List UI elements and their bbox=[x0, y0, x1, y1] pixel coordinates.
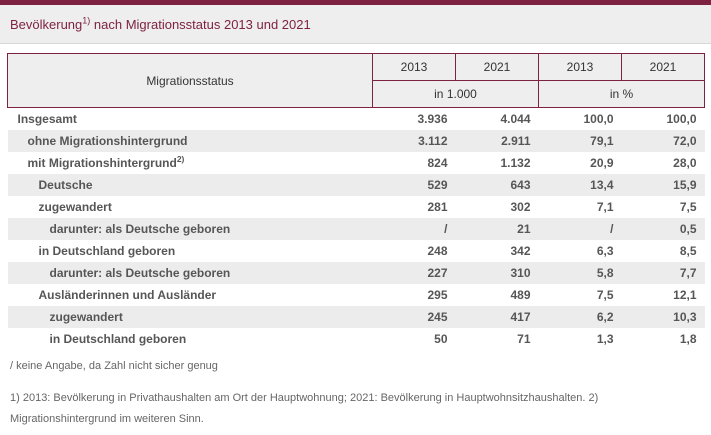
cell-value: 6,2 bbox=[596, 309, 614, 324]
cell-value: 824 bbox=[427, 155, 448, 170]
row-label: in Deutschland geboren bbox=[49, 331, 187, 346]
cell-value: 15,9 bbox=[673, 177, 697, 192]
cell-value: 2.911 bbox=[501, 133, 531, 148]
cell-value: 281 bbox=[427, 199, 448, 214]
table-body: Insgesamt 3.936 4.044 100,0 100,0 ohne M… bbox=[7, 108, 705, 350]
cell-value: 13,4 bbox=[590, 177, 614, 192]
page-title-main: Bevölkerung bbox=[10, 16, 83, 32]
table-row: mit Migrationshintergrund2) 824 1.132 20… bbox=[8, 152, 705, 174]
row-label: darunter: als Deutsche geboren bbox=[49, 221, 231, 236]
column-header-year-2013-abs: 2013 bbox=[372, 53, 456, 81]
title-block: Bevölkerung1) nach Migrationsstatus 2013… bbox=[0, 5, 711, 44]
row-label: Ausländerinnen und Ausländer bbox=[38, 287, 217, 302]
page-title: Bevölkerung1) nach Migrationsstatus 2013… bbox=[10, 15, 311, 32]
cell-value: 6,3 bbox=[596, 243, 614, 258]
cell-value: 10,3 bbox=[673, 309, 697, 324]
footnote-numbered: 1) 2013: Bevölkerung in Privathaushalten… bbox=[10, 391, 599, 425]
cell-value: 79,1 bbox=[590, 133, 614, 148]
row-label: Deutsche bbox=[38, 177, 93, 192]
column-header-year-2013-pct: 2013 bbox=[538, 53, 622, 81]
cell-value: 72,0 bbox=[673, 133, 697, 148]
cell-value: 342 bbox=[510, 243, 531, 258]
cell-value: 1.132 bbox=[500, 155, 531, 170]
cell-value: 7,5 bbox=[596, 287, 614, 302]
table-row: Deutsche 529 643 13,4 15,9 bbox=[7, 173, 705, 196]
cell-value: 20,9 bbox=[590, 155, 614, 170]
table-row: darunter: als Deutsche geboren / 21 / 0,… bbox=[7, 217, 705, 240]
cell-value: 3.936 bbox=[417, 111, 448, 126]
table-row: in Deutschland geboren 50 71 1,3 1,8 bbox=[8, 328, 705, 350]
cell-value: 100,0 bbox=[666, 111, 697, 126]
cell-value: 417 bbox=[510, 309, 531, 324]
cell-value: 8,5 bbox=[679, 243, 697, 258]
row-label: darunter: als Deutsche geboren bbox=[49, 265, 231, 280]
column-header-unit-thousand: in 1.000 bbox=[372, 80, 539, 108]
cell-value: 5,8 bbox=[596, 265, 614, 280]
cell-value: 21 bbox=[517, 221, 531, 236]
cell-value: 643 bbox=[510, 177, 531, 192]
cell-value: 71 bbox=[517, 331, 531, 346]
row-label: zugewandert bbox=[38, 199, 112, 214]
cell-value: 3.112 bbox=[418, 133, 448, 148]
table-row: ohne Migrationshintergrund 3.112 2.911 7… bbox=[7, 129, 705, 152]
row-label: in Deutschland geboren bbox=[38, 243, 176, 258]
row-label: zugewandert bbox=[49, 309, 123, 324]
row-label: mit Migrationshintergrund2) bbox=[27, 153, 185, 170]
cell-value: 295 bbox=[427, 287, 448, 302]
cell-value: 7,5 bbox=[679, 199, 697, 214]
cell-value: 50 bbox=[434, 331, 448, 346]
cell-value: 489 bbox=[510, 287, 531, 302]
cell-value: 0,5 bbox=[679, 221, 697, 236]
footnotes: / keine Angabe, da Zahl nicht sicher gen… bbox=[10, 359, 704, 430]
page-title-rest: nach Migrationsstatus 2013 und 2021 bbox=[90, 16, 311, 32]
cell-value: 7,7 bbox=[679, 265, 697, 280]
cell-value: 529 bbox=[427, 177, 448, 192]
cell-value: 7,1 bbox=[596, 199, 614, 214]
row-label: Insgesamt bbox=[17, 111, 77, 126]
cell-value: 310 bbox=[510, 265, 531, 280]
cell-value: / bbox=[444, 221, 448, 236]
brand-top-bar bbox=[0, 0, 711, 5]
table-row: zugewandert 281 302 7,1 7,5 bbox=[8, 196, 705, 218]
row-label-footnote-marker: 2) bbox=[176, 153, 185, 164]
table-row: Insgesamt 3.936 4.044 100,0 100,0 bbox=[8, 108, 705, 130]
cell-value: 4.044 bbox=[500, 111, 531, 126]
cell-value: 100,0 bbox=[583, 111, 614, 126]
cell-value: 1,8 bbox=[679, 331, 697, 346]
footnote-symbol: / keine Angabe, da Zahl nicht sicher gen… bbox=[10, 359, 218, 372]
table-row: Ausländerinnen und Ausländer 295 489 7,5… bbox=[8, 284, 705, 306]
migration-status-table: Migrationsstatus 2013 2021 2013 2021 in … bbox=[7, 53, 705, 350]
cell-value: 1,3 bbox=[596, 331, 614, 346]
table-row: darunter: als Deutsche geboren 227 310 5… bbox=[7, 261, 705, 284]
cell-value: 227 bbox=[427, 265, 448, 280]
table-row: zugewandert 245 417 6,2 10,3 bbox=[7, 305, 705, 328]
row-label: ohne Migrationshintergrund bbox=[27, 133, 188, 148]
cell-value: 12,1 bbox=[673, 287, 697, 302]
column-header-year-2021-pct: 2021 bbox=[621, 53, 705, 81]
column-header-unit-percent: in % bbox=[538, 80, 705, 108]
table-row: in Deutschland geboren 248 342 6,3 8,5 bbox=[8, 240, 705, 262]
cell-value: 302 bbox=[510, 199, 531, 214]
column-header-year-2021-abs: 2021 bbox=[455, 53, 539, 81]
cell-value: 28,0 bbox=[673, 155, 697, 170]
column-header-migrationsstatus: Migrationsstatus bbox=[7, 53, 373, 108]
table-header: Migrationsstatus 2013 2021 2013 2021 in … bbox=[7, 53, 705, 108]
cell-value: 245 bbox=[427, 309, 448, 324]
cell-value: 248 bbox=[427, 243, 448, 258]
cell-value: / bbox=[610, 221, 614, 236]
page-title-footnote-marker: 1) bbox=[82, 15, 91, 26]
